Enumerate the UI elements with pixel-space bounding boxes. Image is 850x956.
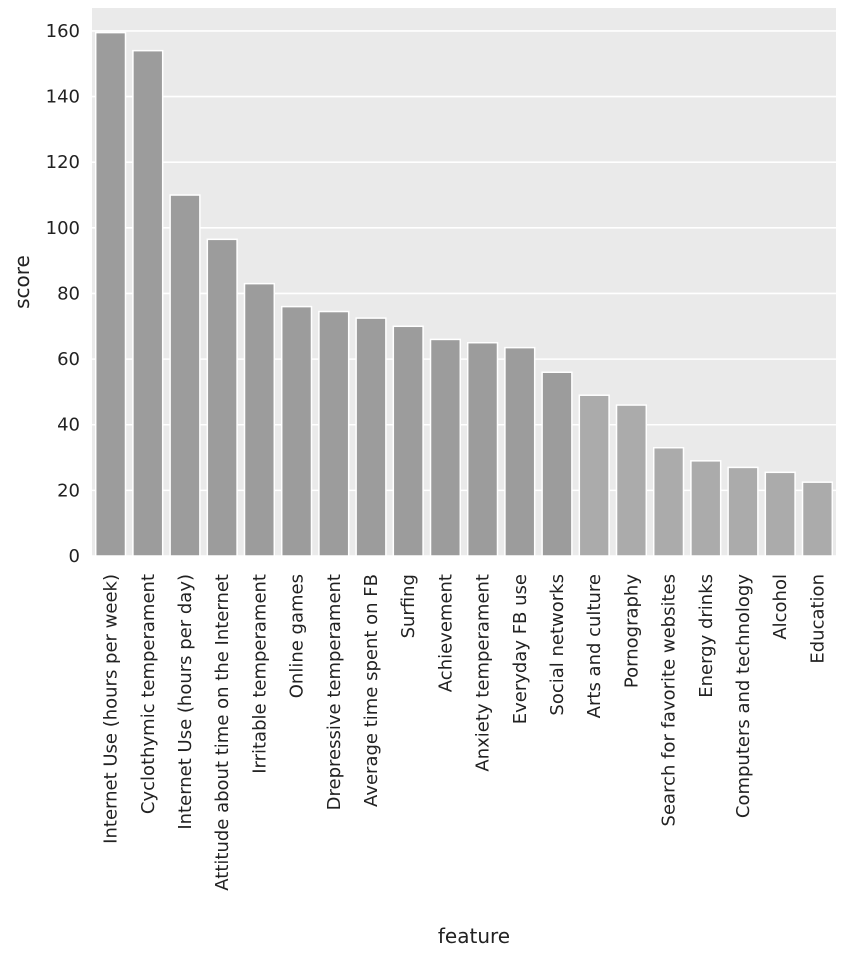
x-tick-label: Alcohol — [770, 574, 791, 640]
bar — [318, 310, 350, 557]
bars — [94, 31, 834, 557]
x-tick-label: Achievement — [435, 574, 456, 692]
x-tick-label: Computers and technology — [733, 574, 754, 818]
bar — [504, 346, 536, 557]
bar — [94, 31, 127, 557]
y-tick-label: 60 — [57, 349, 80, 370]
plot-background — [92, 8, 836, 556]
y-tick-label: 80 — [57, 283, 80, 304]
x-tick-label: Education — [807, 574, 828, 664]
bar — [392, 325, 424, 557]
x-tick-label: Energy drinks — [696, 574, 717, 698]
bar — [801, 481, 834, 557]
bar — [615, 404, 648, 557]
y-tick-labels: 0 20 40 60 80 100 120 140 160 — [46, 21, 80, 567]
y-tick-label: 100 — [46, 218, 80, 239]
x-tick-label: Internet Use (hours per day) — [175, 574, 196, 830]
bar — [132, 49, 164, 557]
y-tick-label: 40 — [57, 415, 80, 436]
bar — [169, 194, 201, 557]
bar — [466, 341, 499, 557]
x-tick-label: Search for favorite websites — [659, 574, 680, 826]
x-tick-label: Cyclothymic temperament — [138, 574, 159, 814]
x-tick-label: Irritable temperament — [249, 574, 270, 774]
bar — [243, 282, 276, 557]
bar — [541, 371, 573, 557]
x-tick-label: Arts and culture — [584, 574, 605, 718]
x-axis-label: feature — [438, 924, 510, 948]
x-tick-label: Surfing — [398, 574, 419, 638]
y-axis-label: score — [10, 255, 34, 309]
x-tick-label: Everyday FB use — [510, 574, 531, 724]
x-tick-label: Drepressive temperament — [324, 574, 345, 810]
y-tick-label: 0 — [69, 546, 80, 567]
bar — [429, 338, 462, 557]
x-tick-label: Online games — [287, 574, 308, 698]
y-tick-label: 140 — [46, 87, 80, 108]
x-tick-label: Internet Use (hours per week) — [101, 574, 122, 844]
bar — [690, 460, 722, 557]
x-tick-label: Attitude about time on the Internet — [212, 574, 233, 891]
bar — [206, 238, 238, 557]
bar — [652, 446, 685, 557]
x-tick-labels: Internet Use (hours per week) Cyclothymic… — [101, 574, 829, 891]
bar — [355, 317, 387, 557]
y-tick-label: 20 — [57, 480, 80, 501]
x-tick-label: Average time spent on FB — [361, 574, 382, 807]
x-tick-label: Anxiety temperament — [473, 574, 494, 772]
x-tick-label: Social networks — [547, 574, 568, 716]
bar — [280, 305, 313, 557]
x-tick-label: Pornography — [621, 574, 642, 688]
y-tick-label: 160 — [46, 21, 80, 42]
y-tick-label: 120 — [46, 152, 80, 173]
bar — [578, 394, 610, 557]
bar — [764, 471, 796, 557]
bar — [727, 466, 759, 557]
